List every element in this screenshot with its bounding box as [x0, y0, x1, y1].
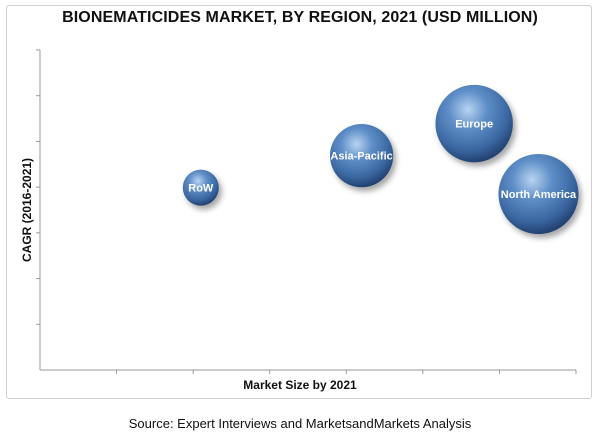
source-note: Source: Expert Interviews and Marketsand…	[128, 416, 472, 431]
bubble-label-asia-pacific: Asia-Pacific	[330, 151, 392, 163]
axes	[36, 49, 577, 374]
bubble-label-row: RoW	[188, 183, 214, 195]
bubble-asia-pacific	[329, 123, 394, 188]
bubble-europe	[435, 84, 513, 163]
bubble-row	[182, 169, 219, 206]
y-axis-label: CAGR (2016-2021)	[20, 157, 34, 262]
chart-title: BIONEMATICIDES MARKET, BY REGION, 2021 (…	[62, 9, 538, 26]
bubble-north-america	[498, 154, 579, 234]
bubble-label-europe: Europe	[455, 119, 493, 131]
chart-frame	[6, 5, 592, 399]
bubble-label-north-america: North America	[501, 189, 577, 201]
x-axis-label: Market Size by 2021	[243, 378, 357, 392]
bubbles: RoW Asia-Pacific Europe North America	[182, 84, 579, 234]
